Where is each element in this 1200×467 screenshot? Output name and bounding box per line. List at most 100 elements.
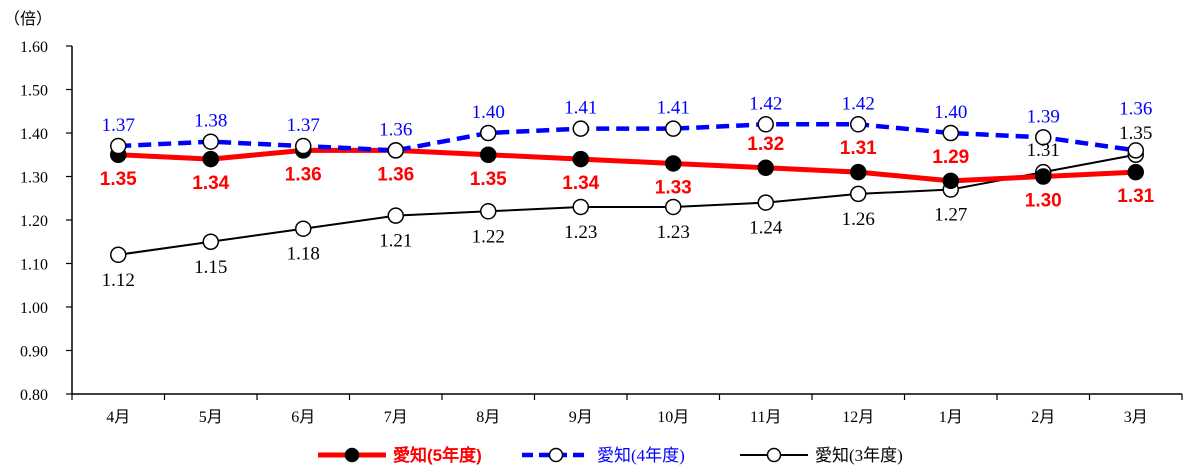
data-label: 1.42 xyxy=(749,93,782,114)
series-line xyxy=(118,122,1137,153)
legend-label: 愛知(4年度) xyxy=(597,446,685,465)
data-point xyxy=(387,207,404,224)
data-label: 1.36 xyxy=(377,164,414,185)
y-unit-label: （倍） xyxy=(4,10,52,28)
data-label: 1.24 xyxy=(749,218,783,239)
data-label: 1.38 xyxy=(194,111,227,132)
legend: 愛知(5年度) 愛知(4年度) 愛知(3年度) xyxy=(318,445,903,465)
data-point xyxy=(850,163,867,181)
data-point xyxy=(665,198,682,216)
data-point xyxy=(202,150,219,168)
data-point xyxy=(757,194,774,211)
data-label: 1.18 xyxy=(287,244,320,265)
x-tick-label: 6月 xyxy=(291,409,315,426)
data-label: 1.39 xyxy=(1027,106,1060,127)
data-point xyxy=(942,172,959,190)
data-label: 1.36 xyxy=(285,164,322,185)
data-point xyxy=(850,116,867,133)
legend-label: 愛知(5年度) xyxy=(393,445,482,465)
y-tick-label: 0.80 xyxy=(20,387,48,404)
series-line xyxy=(118,147,1136,184)
data-point xyxy=(572,150,589,168)
x-tick-label: 5月 xyxy=(199,409,223,426)
y-tick-label: 1.40 xyxy=(20,126,48,143)
x-tick-label: 12月 xyxy=(842,409,874,426)
data-label: 1.36 xyxy=(379,119,412,140)
data-point xyxy=(850,185,867,203)
data-labels: 1.35 1.34 1.36 1.36 1.35 1.34 1.33 1.32 1.31 1.29… xyxy=(100,93,1155,290)
y-tick-label: 1.00 xyxy=(20,300,48,317)
data-point xyxy=(942,124,959,142)
data-point xyxy=(665,120,682,137)
data-label: 1.35 xyxy=(1119,123,1152,144)
x-tick-label: 9月 xyxy=(569,409,593,426)
x-tick-label: 1月 xyxy=(939,409,963,426)
y-tick-label: 0.90 xyxy=(20,344,48,361)
legend-label: 愛知(3年度) xyxy=(815,446,903,465)
data-label: 1.30 xyxy=(1025,191,1062,212)
data-label: 1.34 xyxy=(192,173,229,194)
y-tick-label: 1.60 xyxy=(20,39,48,56)
data-label: 1.40 xyxy=(472,102,505,123)
data-label: 1.23 xyxy=(564,222,597,243)
data-point xyxy=(1127,163,1144,181)
data-point xyxy=(1035,129,1052,146)
x-tick-label: 3月 xyxy=(1124,409,1148,426)
series-line xyxy=(118,153,1136,256)
data-label: 1.26 xyxy=(842,209,875,230)
data-label: 1.34 xyxy=(562,173,599,194)
data-point xyxy=(202,133,219,150)
y-tick-label: 1.20 xyxy=(20,213,48,230)
series-layer xyxy=(110,116,1144,264)
data-label: 1.37 xyxy=(287,115,320,136)
data-label: 1.27 xyxy=(934,205,967,226)
data-label: 1.23 xyxy=(657,222,690,243)
data-point xyxy=(480,124,497,142)
x-tick-label: 8月 xyxy=(476,409,500,426)
data-label: 1.40 xyxy=(934,102,967,123)
data-label: 1.37 xyxy=(102,115,135,136)
data-label: 1.42 xyxy=(842,93,875,114)
x-tick-label: 11月 xyxy=(750,409,781,426)
data-point xyxy=(1035,168,1052,185)
data-label: 1.41 xyxy=(657,98,690,119)
data-label: 1.29 xyxy=(932,147,969,168)
x-tick-label: 4月 xyxy=(106,409,130,426)
data-point xyxy=(480,203,497,220)
legend-marker xyxy=(548,447,564,463)
data-point xyxy=(572,198,589,216)
data-point xyxy=(202,233,219,250)
data-label: 1.15 xyxy=(194,257,227,278)
x-tick-label: 7月 xyxy=(384,409,408,426)
x-tick-label: 2月 xyxy=(1031,409,1055,426)
y-tick-label: 1.30 xyxy=(20,170,48,187)
data-label: 1.31 xyxy=(1117,186,1154,207)
data-point xyxy=(757,159,774,177)
x-tick-label: 10月 xyxy=(657,409,689,426)
data-label: 1.36 xyxy=(1119,98,1152,119)
data-label: 1.21 xyxy=(379,231,412,252)
data-label: 1.32 xyxy=(747,134,784,155)
data-point xyxy=(480,146,497,163)
axes: 0.80 0.90 1.00 1.10 1.20 1.30 1.40 1.50 1.60 4月 5月… xyxy=(20,39,1183,426)
data-label: 1.31 xyxy=(1027,140,1060,161)
legend-marker xyxy=(344,447,360,463)
data-label: 1.31 xyxy=(840,138,877,159)
data-point xyxy=(110,137,127,155)
data-label: 1.41 xyxy=(564,98,597,119)
data-point xyxy=(110,246,127,264)
data-point xyxy=(387,142,404,159)
data-label: 1.12 xyxy=(102,270,135,291)
y-tick-label: 1.50 xyxy=(20,83,48,100)
data-label: 1.35 xyxy=(470,169,507,190)
data-label: 1.22 xyxy=(472,226,505,247)
data-label: 1.33 xyxy=(655,177,692,198)
y-tick-label: 1.10 xyxy=(20,257,48,274)
data-point xyxy=(1127,142,1144,159)
data-point xyxy=(572,120,589,137)
legend-marker xyxy=(766,447,782,463)
data-point xyxy=(295,137,312,155)
data-label: 1.35 xyxy=(100,169,137,190)
data-point xyxy=(295,220,312,237)
